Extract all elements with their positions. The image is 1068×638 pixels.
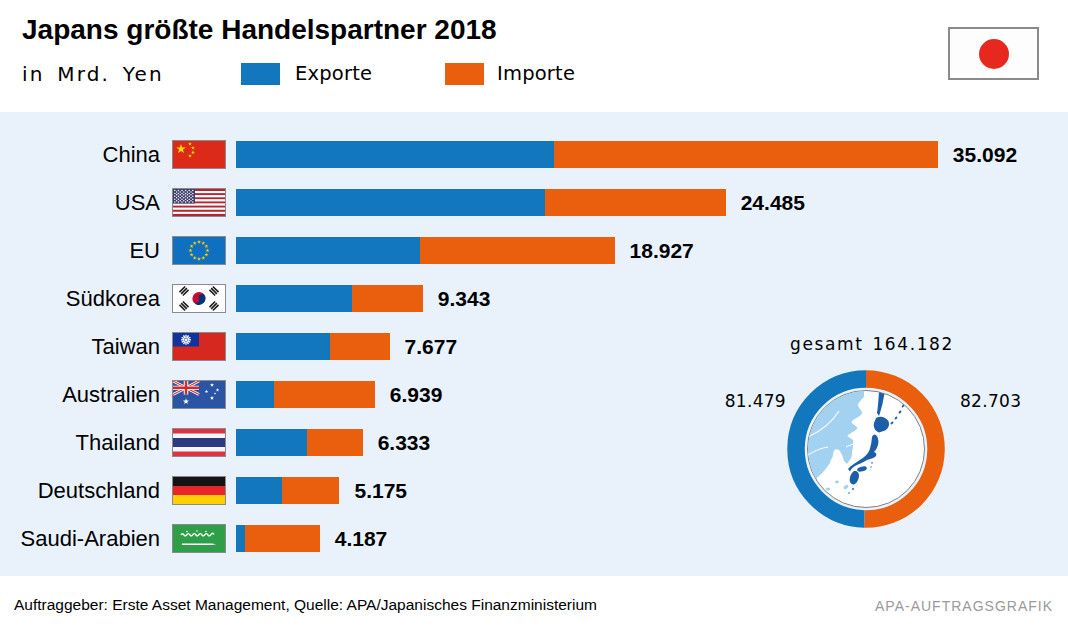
bar-suedkorea-exporte (236, 285, 352, 312)
bar-deutschland-importe (282, 477, 339, 504)
country-label: Taiwan (92, 333, 160, 360)
donut-exports-value: 81.479 (725, 391, 786, 411)
chart-row-suedkorea: Südkorea 9.343 (0, 285, 1068, 312)
total-value: 35.092 (953, 141, 1017, 168)
china-flag-icon (172, 140, 226, 169)
total-value: 4.187 (335, 525, 388, 552)
donut-chart (787, 370, 945, 532)
bar-china (236, 141, 938, 168)
bar-thailand-importe (307, 429, 362, 456)
saudi-arabien-flag-icon (172, 524, 226, 553)
bar-thailand-exporte (236, 429, 307, 456)
chart-row-china: China 35.092 (0, 141, 1068, 168)
donut-imports-value: 82.703 (960, 391, 1021, 411)
bar-usa (236, 189, 726, 216)
bar-australien-importe (274, 381, 375, 408)
legend-importe-label: Importe (497, 62, 575, 86)
bar-thailand (236, 429, 363, 456)
chart-row-usa: USA 24.485 (0, 189, 1068, 216)
total-value: 6.333 (378, 429, 431, 456)
eu-flag-icon (172, 236, 226, 265)
suedkorea-flag-icon (172, 284, 226, 313)
credit-text: APA-AUFTRAGSGRAFIK (875, 598, 1053, 614)
unit-label: in Mrd. Yen (22, 62, 164, 86)
taiwan-flag-icon (172, 332, 226, 361)
legend-exporte-swatch (241, 63, 280, 85)
bar-china-exporte (236, 141, 554, 168)
total-value: 18.927 (630, 237, 694, 264)
total-value: 24.485 (741, 189, 805, 216)
page-title: Japans größte Handelspartner 2018 (22, 13, 497, 47)
legend-exporte-label: Exporte (295, 62, 372, 86)
bar-taiwan (236, 333, 390, 360)
country-label: EU (129, 237, 160, 264)
bar-eu-exporte (236, 237, 420, 264)
thailand-flag-icon (172, 428, 226, 457)
bar-usa-exporte (236, 189, 545, 216)
country-label: China (103, 141, 160, 168)
country-label: Saudi-Arabien (21, 525, 160, 552)
australien-flag-icon (172, 380, 226, 409)
bar-taiwan-exporte (236, 333, 330, 360)
donut-title: gesamt 164.182 (772, 334, 972, 354)
country-label: Deutschland (38, 477, 160, 504)
source-text: Auftraggeber: Erste Asset Management, Qu… (14, 596, 597, 614)
chart-row-eu: EU 18.927 (0, 237, 1068, 264)
chart-area: China 35.092 USA 24.485 EU 18.927 Südkorea 9.34… (0, 112, 1068, 576)
country-label: Südkorea (66, 285, 160, 312)
bar-suedkorea-importe (352, 285, 423, 312)
bar-deutschland (236, 477, 339, 504)
japan-flag-icon (948, 27, 1039, 80)
total-value: 5.175 (355, 477, 408, 504)
bar-eu-importe (420, 237, 614, 264)
country-label: Australien (62, 381, 160, 408)
country-label: USA (115, 189, 160, 216)
bar-china-importe (554, 141, 938, 168)
bar-australien-exporte (236, 381, 274, 408)
bar-taiwan-importe (330, 333, 390, 360)
legend-importe-swatch (445, 63, 484, 85)
total-value: 7.677 (405, 333, 458, 360)
total-value: 6.939 (390, 381, 443, 408)
deutschland-flag-icon (172, 476, 226, 505)
bar-deutschland-exporte (236, 477, 282, 504)
bar-australien (236, 381, 375, 408)
total-value: 9.343 (438, 285, 491, 312)
infographic: Japans größte Handelspartner 2018 in Mrd… (0, 0, 1068, 638)
bar-saudi-arabien-exporte (236, 525, 245, 552)
bar-eu (236, 237, 615, 264)
japan-flag-sun (979, 39, 1009, 69)
country-label: Thailand (76, 429, 160, 456)
bar-usa-importe (545, 189, 725, 216)
bar-saudi-arabien (236, 525, 320, 552)
usa-flag-icon (172, 188, 226, 217)
bar-saudi-arabien-importe (245, 525, 320, 552)
bar-suedkorea (236, 285, 423, 312)
